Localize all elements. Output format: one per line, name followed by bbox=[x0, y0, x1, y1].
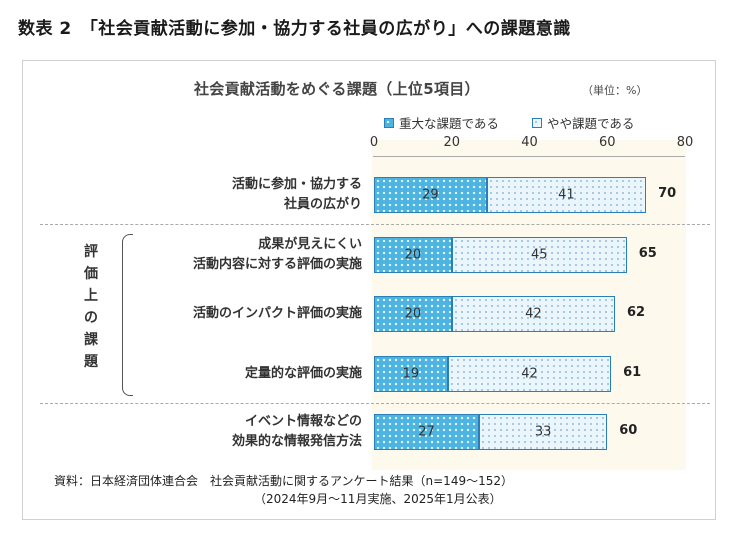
figure-title: 数表 2 「社会貢献活動に参加・協力する社員の広がり」への課題意識 bbox=[18, 19, 571, 39]
category-label-line: 効果的な情報発信方法 bbox=[231, 434, 362, 449]
bar-value-label: 41 bbox=[558, 187, 575, 203]
unit-label: （単位：%） bbox=[582, 84, 648, 97]
category-label-line: 活動のインパクト評価の実施 bbox=[192, 306, 362, 321]
group-label-char: の bbox=[84, 310, 98, 326]
bar-value-label: 33 bbox=[534, 424, 552, 440]
total-label: 60 bbox=[619, 423, 638, 438]
bar-major bbox=[374, 296, 452, 332]
bar-value-label: 42 bbox=[525, 306, 542, 322]
source-note: 資料：日本経済団体連合会 社会貢献活動に関するアンケート結果（n=149〜152… bbox=[54, 472, 513, 508]
bar-minor bbox=[486, 177, 647, 213]
group-bracket bbox=[122, 234, 133, 396]
category-label-line: イベント情報などの bbox=[244, 414, 362, 429]
x-tick-label: 60 bbox=[598, 135, 616, 150]
total-label: 65 bbox=[638, 246, 657, 261]
category-label-line: 社員の広がり bbox=[283, 197, 362, 212]
source-line-1: 資料：日本経済団体連合会 社会貢献活動に関するアンケート結果（n=149〜152… bbox=[54, 474, 513, 488]
x-tick-label: 80 bbox=[676, 135, 694, 150]
source-line-2: （2024年9月〜11月実施、2025年1月公表） bbox=[254, 492, 502, 506]
group-label-char: 価 bbox=[84, 266, 98, 282]
category-label-line: 定量的な評価の実施 bbox=[244, 366, 362, 381]
legend-label-minor: やや課題である bbox=[547, 116, 635, 131]
bar-minor bbox=[451, 237, 627, 273]
category-label-line: 成果が見えにくい bbox=[258, 237, 362, 252]
bar-minor bbox=[478, 414, 608, 450]
bar-major bbox=[374, 177, 487, 213]
x-tick-label: 20 bbox=[443, 135, 461, 150]
bar-major bbox=[374, 356, 448, 392]
bar-minor bbox=[447, 356, 612, 392]
category-label: イベント情報などの効果的な情報発信方法 bbox=[232, 412, 362, 452]
bar-value-label: 29 bbox=[422, 187, 439, 203]
total-label: 70 bbox=[658, 186, 677, 201]
group-label-char: 上 bbox=[84, 288, 98, 304]
bar-value-label: 19 bbox=[402, 366, 420, 382]
category-label: 活動のインパクト評価の実施 bbox=[193, 304, 362, 324]
x-tick-label: 40 bbox=[521, 135, 538, 150]
bar-value-label: 20 bbox=[404, 247, 422, 263]
category-label: 定量的な評価の実施 bbox=[245, 364, 362, 384]
separator-top bbox=[40, 224, 710, 225]
legend-swatch-major bbox=[384, 117, 394, 128]
chart-title: 社会貢献活動をめぐる課題（上位5項目） bbox=[194, 80, 480, 98]
x-axis-line bbox=[373, 156, 685, 157]
legend-label-major: 重大な課題である bbox=[399, 116, 499, 131]
separator-bottom bbox=[40, 403, 710, 404]
legend-swatch-minor bbox=[532, 117, 542, 128]
group-label-char: 評 bbox=[84, 244, 98, 260]
category-label: 成果が見えにくい活動内容に対する評価の実施 bbox=[193, 235, 362, 275]
group-label-char: 課 bbox=[84, 332, 98, 348]
bar-value-label: 45 bbox=[530, 247, 548, 263]
bar-value-label: 27 bbox=[418, 424, 435, 440]
bar-major bbox=[374, 237, 452, 273]
group-label: 評価上の課題 bbox=[82, 241, 100, 373]
category-label: 活動に参加・協力する社員の広がり bbox=[232, 175, 362, 215]
legend-item-major: 重大な課題である bbox=[384, 113, 499, 132]
category-label-line: 活動に参加・協力する bbox=[231, 177, 362, 192]
bar-major bbox=[374, 414, 479, 450]
x-tick-label: 0 bbox=[369, 135, 379, 150]
group-label-char: 題 bbox=[84, 354, 98, 370]
total-label: 62 bbox=[627, 305, 646, 320]
bar-value-label: 20 bbox=[404, 306, 422, 322]
bar-value-label: 42 bbox=[521, 366, 538, 382]
bar-minor bbox=[451, 296, 616, 332]
total-label: 61 bbox=[623, 365, 642, 380]
legend-item-minor: やや課題である bbox=[532, 113, 634, 132]
category-label-line: 活動内容に対する評価の実施 bbox=[192, 257, 362, 272]
